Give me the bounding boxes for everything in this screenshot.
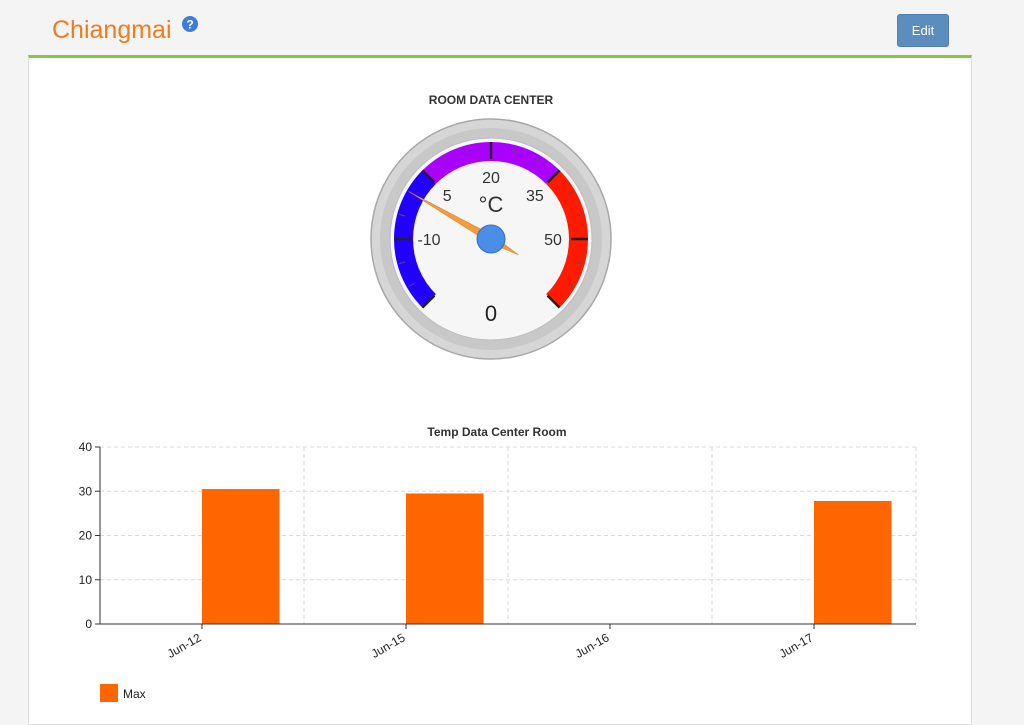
legend-label: Max (123, 687, 146, 701)
gauge-tick (399, 213, 406, 217)
gauge-value-readout: 0 (485, 301, 497, 326)
chart-bar-jun-17 (814, 500, 892, 624)
gauge-tick (576, 213, 583, 217)
chart-title: Temp Data Center Room (427, 425, 566, 439)
gauge-tick (546, 169, 561, 184)
y-tick-label: 40 (79, 440, 93, 454)
gauge-title: ROOM DATA CENTER (429, 93, 554, 107)
legend-swatch (100, 684, 118, 702)
gauge-tick (421, 169, 436, 184)
page-title: Chiangmai (52, 16, 172, 44)
gauge-tick (408, 283, 415, 287)
gauge-tick-label: 5 (443, 188, 452, 205)
gauge-band (422, 142, 560, 184)
gauge-hub (476, 224, 506, 254)
gauge-tick-label: 35 (526, 188, 544, 205)
gauge-band (394, 170, 436, 308)
gauge-tick (399, 261, 406, 265)
gauge-tick (576, 261, 583, 265)
x-tick-label: Jun-15 (369, 630, 408, 661)
gauge-tick (567, 191, 574, 195)
gauge-tick (567, 283, 574, 287)
gauge-tick (421, 294, 436, 309)
gauge-tick (513, 147, 517, 154)
gauge-band (546, 170, 588, 308)
gauge-tick (546, 294, 561, 309)
x-tick-label: Jun-17 (777, 630, 816, 661)
y-tick-label: 20 (79, 529, 93, 543)
y-tick-label: 30 (79, 484, 93, 498)
y-tick-label: 0 (85, 617, 92, 631)
gauge-unit: °C (479, 192, 504, 217)
temperature-gauge: ROOM DATA CENTER -10 5 20 35 50 °C 0 (370, 93, 612, 360)
gauge-tick (535, 156, 539, 163)
gauge-tick-label: 20 (482, 170, 500, 187)
edit-button[interactable]: Edit (897, 14, 949, 47)
gauge-tick (443, 156, 447, 163)
gauge-tick (465, 147, 469, 154)
temperature-bar-chart: Temp Data Center Room 0 10 20 30 40 Jun-12 Ju… (79, 425, 917, 702)
x-tick-label: Jun-12 (165, 630, 204, 661)
chart-bar-jun-15 (406, 493, 484, 624)
page-header: Chiangmai ? Edit (0, 0, 1024, 58)
gauge-tick-label: -10 (417, 232, 440, 249)
svg-text:?: ? (186, 18, 193, 32)
help-icon[interactable]: ? (182, 16, 198, 32)
gauge-tick-label: 50 (544, 232, 562, 249)
x-tick-label: Jun-16 (573, 630, 612, 661)
y-tick-label: 10 (79, 573, 93, 587)
chart-bar-jun-12 (202, 489, 280, 624)
